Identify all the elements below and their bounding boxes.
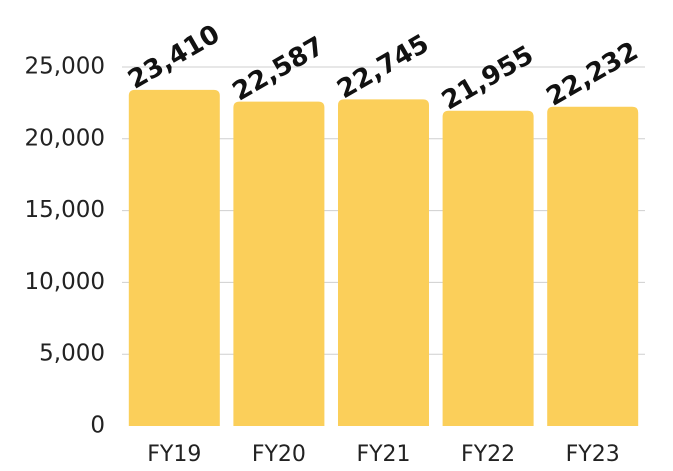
y-tick-label: 15,000 [25,197,105,223]
bar [233,101,325,426]
x-tick-label: FY20 [252,442,306,467]
bar [547,106,639,427]
y-tick-label: 5,000 [39,341,105,367]
x-tick-label: FY23 [566,442,620,467]
value-label: 21,955 [437,40,539,116]
bar [337,99,430,426]
value-label: 23,410 [123,19,225,95]
x-tick-label: FY22 [461,442,515,467]
y-tick-label: 10,000 [25,269,105,295]
bar [128,89,220,426]
y-tick-label: 20,000 [25,125,105,151]
value-label: 22,232 [541,36,643,112]
x-tick-label: FY19 [147,442,201,467]
y-tick-label: 0 [90,413,105,439]
x-tick-label: FY21 [356,442,410,467]
value-label: 22,587 [228,31,330,107]
y-tick-label: 25,000 [25,54,105,80]
bar [442,110,534,426]
